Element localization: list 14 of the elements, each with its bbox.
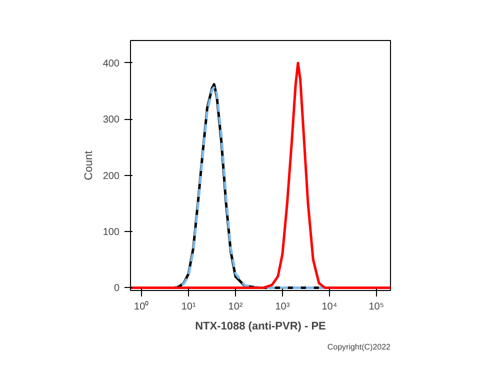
x-tick-label: 10¹ xyxy=(181,302,196,312)
text: Copyright(C)2022 xyxy=(327,342,392,352)
y-tick-label: 0 xyxy=(114,283,120,294)
y-tick-label: 300 xyxy=(102,114,120,126)
y-tick-label: 200 xyxy=(102,170,120,182)
y-axis-title: Count xyxy=(82,150,95,180)
x-tick-label: 10⁴ xyxy=(322,302,338,312)
x-tick-label: 10² xyxy=(228,302,244,312)
x-tick-label: 10⁰ xyxy=(134,300,150,312)
x-tick-label: 10⁵ xyxy=(368,302,384,312)
x-tick-label: 10³ xyxy=(275,302,290,312)
y-tick-label: 100 xyxy=(102,227,120,238)
y-tick-label: 400 xyxy=(102,58,120,70)
x-axis-title: NTX-1088 (anti-PVR) - PE xyxy=(195,320,326,332)
